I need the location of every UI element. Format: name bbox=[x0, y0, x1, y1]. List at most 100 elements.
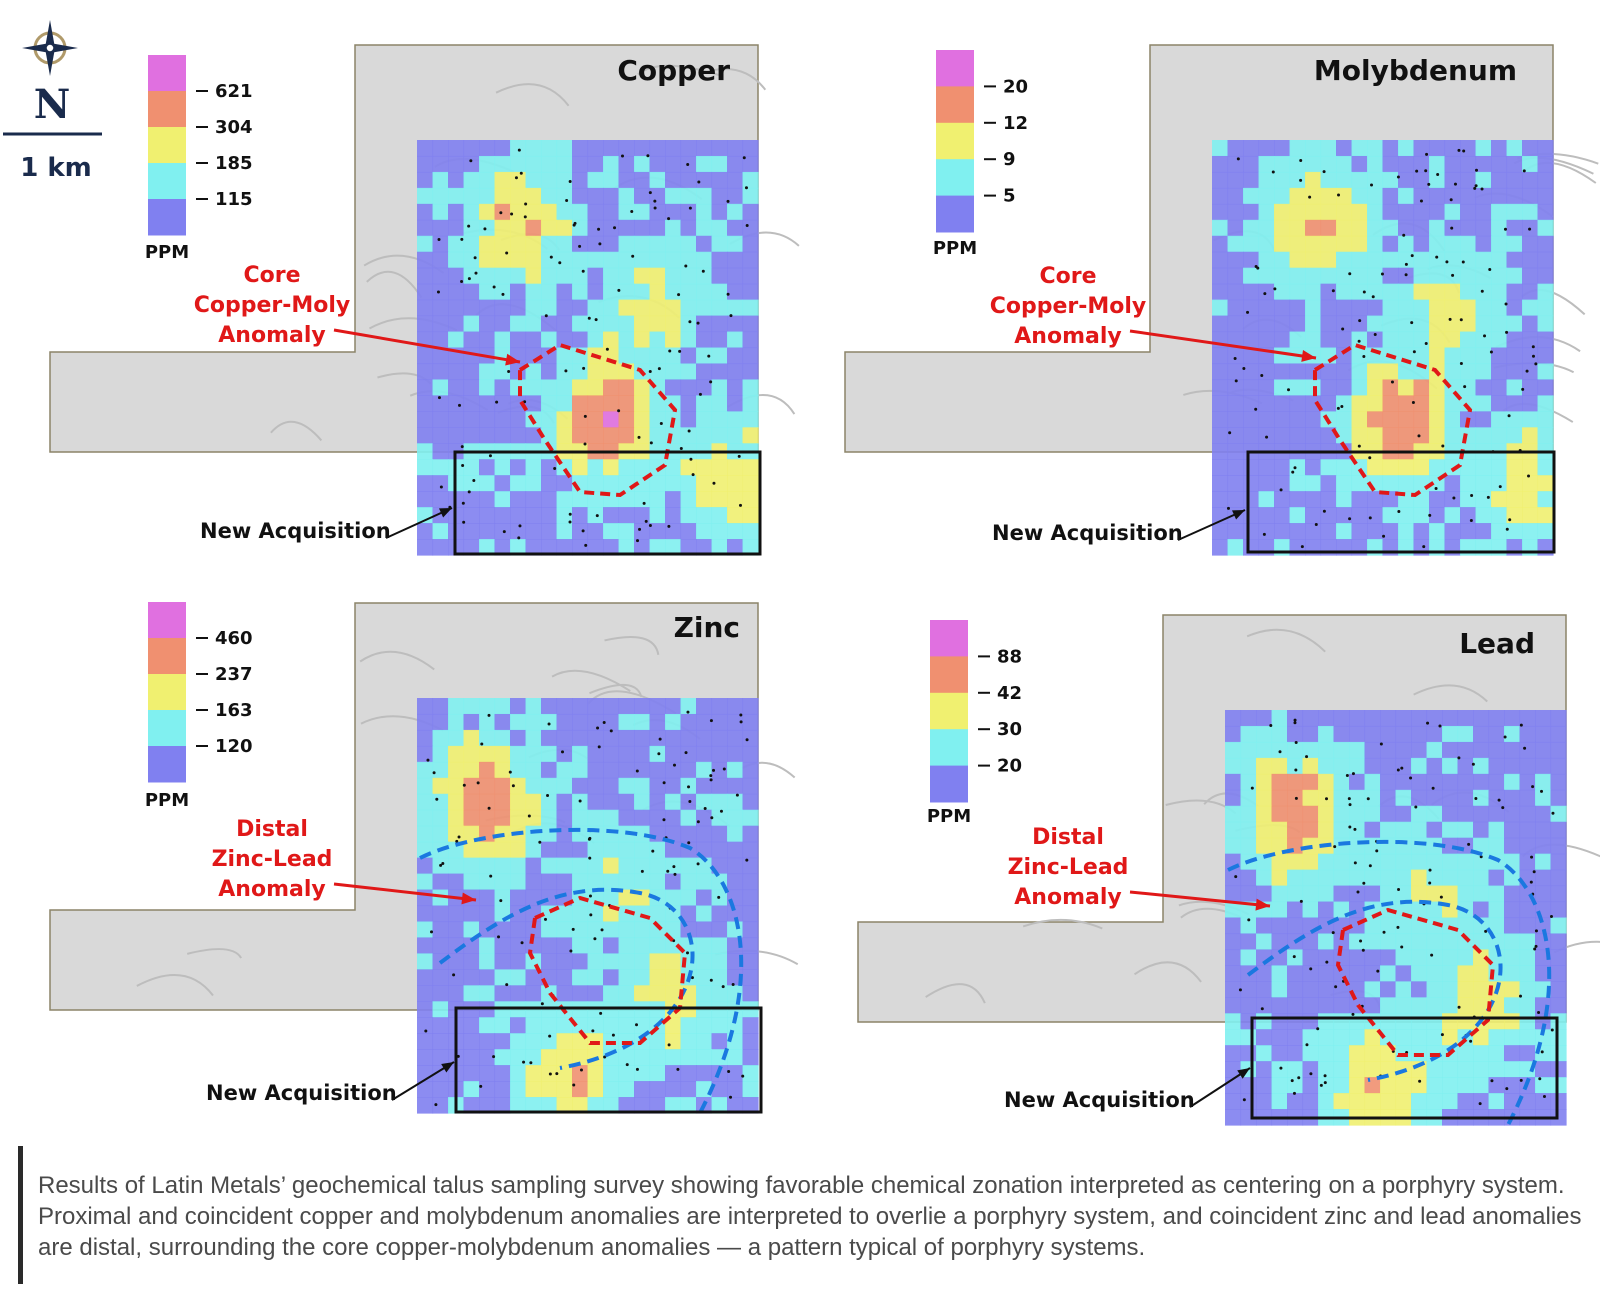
heat-cell bbox=[603, 873, 620, 891]
heat-cell bbox=[1274, 395, 1291, 412]
heat-cell bbox=[1429, 379, 1446, 396]
heat-cell bbox=[1351, 395, 1368, 412]
heat-cell bbox=[1305, 235, 1322, 253]
heat-cell bbox=[603, 761, 620, 779]
heat-cell bbox=[1333, 1077, 1350, 1094]
heat-cell bbox=[587, 315, 604, 333]
heat-cell bbox=[665, 507, 682, 524]
heat-cell bbox=[1475, 347, 1492, 365]
sample-point bbox=[696, 321, 700, 325]
sample-point bbox=[1467, 842, 1471, 846]
heat-cell bbox=[1382, 331, 1399, 349]
heat-cell bbox=[649, 985, 666, 1002]
heat-cell bbox=[1537, 251, 1554, 269]
heat-cell bbox=[1240, 725, 1257, 743]
heat-cell bbox=[1504, 773, 1521, 791]
heat-cell bbox=[711, 825, 728, 843]
sample-point bbox=[1474, 796, 1478, 800]
heat-cell bbox=[525, 1017, 542, 1034]
heat-cell bbox=[463, 1081, 480, 1098]
heat-cell bbox=[1351, 507, 1368, 524]
heat-cell bbox=[1243, 283, 1260, 301]
sample-point bbox=[739, 713, 743, 717]
sample-point bbox=[1410, 321, 1414, 325]
new-acquisition-arrow bbox=[385, 507, 453, 539]
heat-cell bbox=[417, 491, 434, 508]
heat-cell bbox=[1333, 853, 1350, 871]
heat-cell bbox=[1333, 1013, 1350, 1030]
heat-cell bbox=[711, 395, 728, 412]
sample-point bbox=[543, 917, 547, 921]
heat-cell bbox=[1473, 837, 1490, 855]
legend-value: 20 bbox=[1003, 76, 1028, 97]
heat-cell bbox=[603, 713, 620, 731]
heat-cell bbox=[634, 969, 651, 986]
heat-cell bbox=[1318, 965, 1335, 982]
heat-cell bbox=[1460, 155, 1477, 173]
heat-cell bbox=[1364, 757, 1381, 775]
heat-cell bbox=[680, 809, 697, 827]
sample-point bbox=[651, 849, 655, 853]
heat-cell bbox=[1364, 773, 1381, 791]
heat-cell bbox=[525, 745, 542, 763]
heat-cell bbox=[525, 315, 542, 333]
heat-cell bbox=[1550, 853, 1567, 871]
heat-cell bbox=[1287, 965, 1304, 982]
heat-cell bbox=[1212, 427, 1229, 444]
heat-cell bbox=[556, 347, 573, 365]
heat-cell bbox=[417, 363, 434, 381]
heat-cell bbox=[1318, 741, 1335, 759]
heat-cell bbox=[432, 937, 449, 954]
heat-cell bbox=[696, 761, 713, 779]
heat-cell bbox=[727, 1001, 744, 1018]
heat-cell bbox=[618, 1065, 635, 1082]
heat-cell bbox=[494, 475, 511, 492]
sample-point bbox=[737, 454, 741, 458]
heat-cell bbox=[1351, 379, 1368, 396]
heat-cell bbox=[432, 698, 449, 715]
legend-swatch bbox=[148, 199, 186, 236]
sample-point bbox=[1503, 227, 1507, 231]
heat-cell bbox=[1274, 267, 1291, 285]
heat-cell bbox=[1302, 869, 1319, 887]
new-acquisition-callout: New Acquisition bbox=[206, 1061, 455, 1105]
heat-cell bbox=[634, 331, 651, 349]
heat-cell bbox=[587, 761, 604, 779]
heat-cell bbox=[696, 315, 713, 333]
heat-cell bbox=[665, 825, 682, 843]
heat-cell bbox=[541, 171, 558, 189]
sample-point bbox=[579, 1068, 583, 1072]
heat-cell bbox=[618, 969, 635, 986]
heat-cell bbox=[634, 1097, 651, 1114]
heat-cell bbox=[696, 937, 713, 954]
heat-cell bbox=[634, 793, 651, 811]
relief-ridge bbox=[637, 64, 723, 78]
heat-cell bbox=[1227, 395, 1244, 412]
heat-cell bbox=[587, 905, 604, 923]
sample-point bbox=[1445, 260, 1449, 264]
sample-point bbox=[1534, 362, 1538, 366]
heat-cell bbox=[742, 140, 759, 157]
heat-cell bbox=[587, 713, 604, 731]
sample-point bbox=[1293, 718, 1297, 722]
heat-cell bbox=[463, 251, 480, 269]
sample-point bbox=[1246, 310, 1250, 314]
heat-cell bbox=[1488, 917, 1505, 935]
heat-cell bbox=[556, 267, 573, 285]
heat-cell bbox=[649, 523, 666, 540]
heat-cell bbox=[1504, 805, 1521, 823]
sample-point bbox=[568, 179, 572, 183]
heat-cell bbox=[727, 347, 744, 365]
heat-cell bbox=[1333, 1045, 1350, 1062]
heat-cell bbox=[1364, 725, 1381, 743]
heat-cell bbox=[1256, 933, 1273, 951]
heat-cell bbox=[1318, 933, 1335, 951]
sample-point bbox=[455, 839, 459, 843]
heat-cell bbox=[541, 219, 558, 237]
distal-inner-outline bbox=[438, 887, 695, 1070]
heat-cell bbox=[1491, 363, 1508, 381]
heat-cell bbox=[711, 379, 728, 396]
heat-cell bbox=[1550, 901, 1567, 919]
sample-point bbox=[1402, 233, 1406, 237]
heat-cell bbox=[510, 873, 527, 891]
